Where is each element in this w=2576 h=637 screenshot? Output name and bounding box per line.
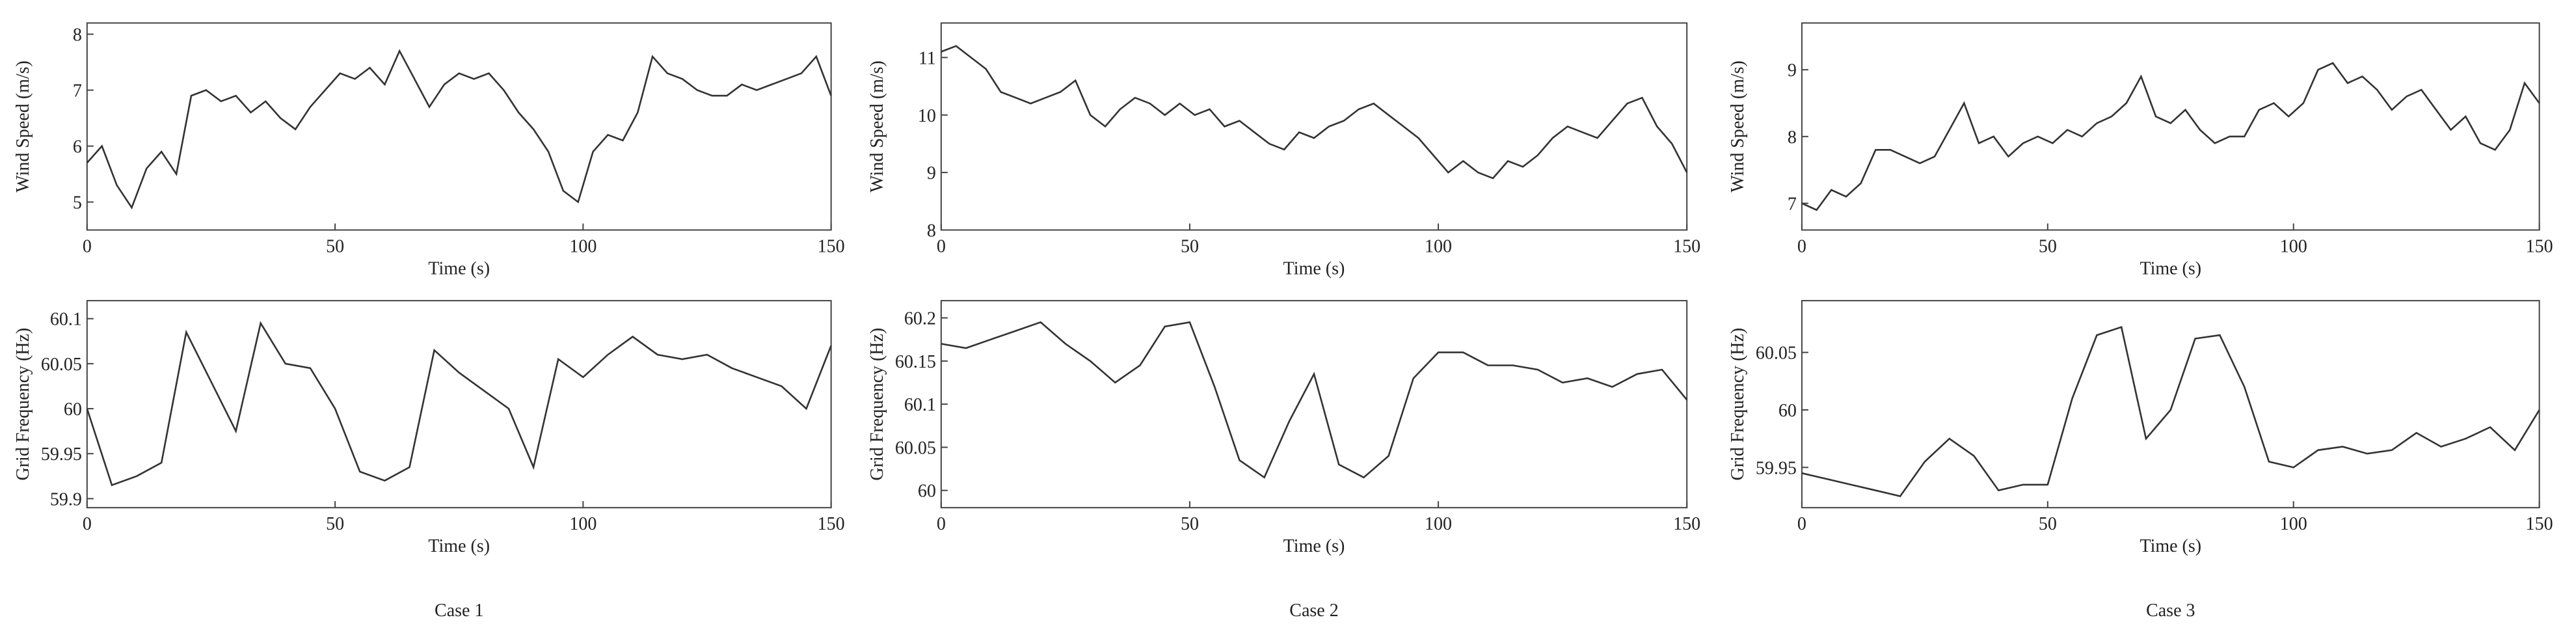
y-axis-label: Grid Frequency (Hz) [1728, 328, 1748, 481]
x-axis-label: Time (s) [2140, 259, 2201, 279]
y-tick-label: 59.9 [50, 489, 82, 509]
x-tick-label: 150 [2526, 237, 2553, 257]
y-tick-label: 59.95 [1756, 458, 1797, 478]
x-axis-label: Time (s) [2140, 536, 2201, 556]
x-tick-label: 150 [818, 514, 845, 534]
plot-frame [940, 22, 1688, 231]
y-tick-label: 60.2 [904, 309, 936, 329]
x-tick-label: 50 [1181, 514, 1199, 534]
y-tick-label: 9 [927, 163, 936, 183]
x-tick-label: 0 [937, 237, 946, 257]
x-tick-label: 50 [326, 237, 344, 257]
case-caption: Case 3 [2146, 601, 2195, 621]
x-axis-label: Time (s) [428, 536, 490, 556]
plot-frame [1801, 22, 2540, 231]
plot-frame [940, 300, 1688, 509]
x-tick-label: 100 [2280, 514, 2307, 534]
y-axis-label: Grid Frequency (Hz) [13, 328, 33, 481]
x-tick-label: 150 [818, 237, 845, 257]
x-tick-label: 50 [2039, 514, 2057, 534]
x-tick-label: 50 [326, 514, 344, 534]
y-tick-label: 60 [64, 400, 82, 420]
y-axis-label: Wind Speed (m/s) [867, 61, 887, 193]
x-tick-label: 100 [1425, 237, 1452, 257]
y-tick-label: 7 [73, 81, 82, 102]
data-line [1801, 326, 2540, 498]
y-tick-label: 60.15 [895, 352, 936, 372]
x-tick-label: 0 [83, 514, 92, 534]
x-tick-label: 150 [2526, 514, 2553, 534]
data-line [86, 49, 832, 210]
x-tick-label: 0 [1797, 514, 1806, 534]
data-line [941, 45, 1688, 180]
data-line [1801, 62, 2540, 211]
x-tick-label: 50 [2039, 237, 2057, 257]
y-tick-label: 10 [918, 106, 936, 126]
y-tick-label: 59.95 [41, 444, 82, 465]
plot-frame [1801, 300, 2540, 509]
y-tick-label: 8 [927, 221, 936, 241]
x-tick-label: 0 [937, 514, 946, 534]
y-tick-label: 60.1 [50, 310, 82, 330]
case-caption: Case 2 [1289, 601, 1338, 621]
y-tick-label: 7 [1788, 194, 1797, 214]
y-axis-label: Wind Speed (m/s) [13, 61, 33, 193]
y-tick-label: 60.05 [41, 355, 82, 375]
plot-frame [86, 22, 832, 231]
x-tick-label: 100 [1425, 514, 1452, 534]
plot-frame [86, 300, 832, 509]
y-tick-label: 60.05 [895, 438, 936, 458]
x-tick-label: 0 [83, 237, 92, 257]
y-tick-label: 11 [919, 48, 936, 68]
y-axis-label: Wind Speed (m/s) [1728, 61, 1748, 193]
x-tick-label: 0 [1797, 237, 1806, 257]
x-tick-label: 150 [1673, 514, 1700, 534]
x-tick-label: 100 [569, 514, 597, 534]
x-axis-label: Time (s) [1283, 259, 1345, 279]
x-axis-label: Time (s) [428, 259, 490, 279]
y-tick-label: 60.1 [904, 395, 936, 415]
y-tick-label: 8 [73, 25, 82, 46]
y-tick-label: 60.05 [1756, 344, 1797, 364]
y-tick-label: 5 [73, 193, 82, 213]
y-axis-label: Grid Frequency (Hz) [867, 328, 887, 481]
y-tick-label: 9 [1788, 61, 1797, 81]
case-caption: Case 1 [435, 601, 483, 621]
y-tick-label: 8 [1788, 128, 1797, 148]
x-axis-label: Time (s) [1283, 536, 1345, 556]
y-tick-label: 6 [73, 137, 82, 157]
x-tick-label: 100 [569, 237, 597, 257]
y-tick-label: 60 [1778, 401, 1797, 421]
data-line [86, 321, 832, 487]
x-tick-label: 150 [1673, 237, 1700, 257]
y-tick-label: 60 [918, 481, 936, 502]
x-tick-label: 50 [1181, 237, 1199, 257]
x-tick-label: 100 [2280, 237, 2307, 257]
data-line [941, 321, 1688, 479]
